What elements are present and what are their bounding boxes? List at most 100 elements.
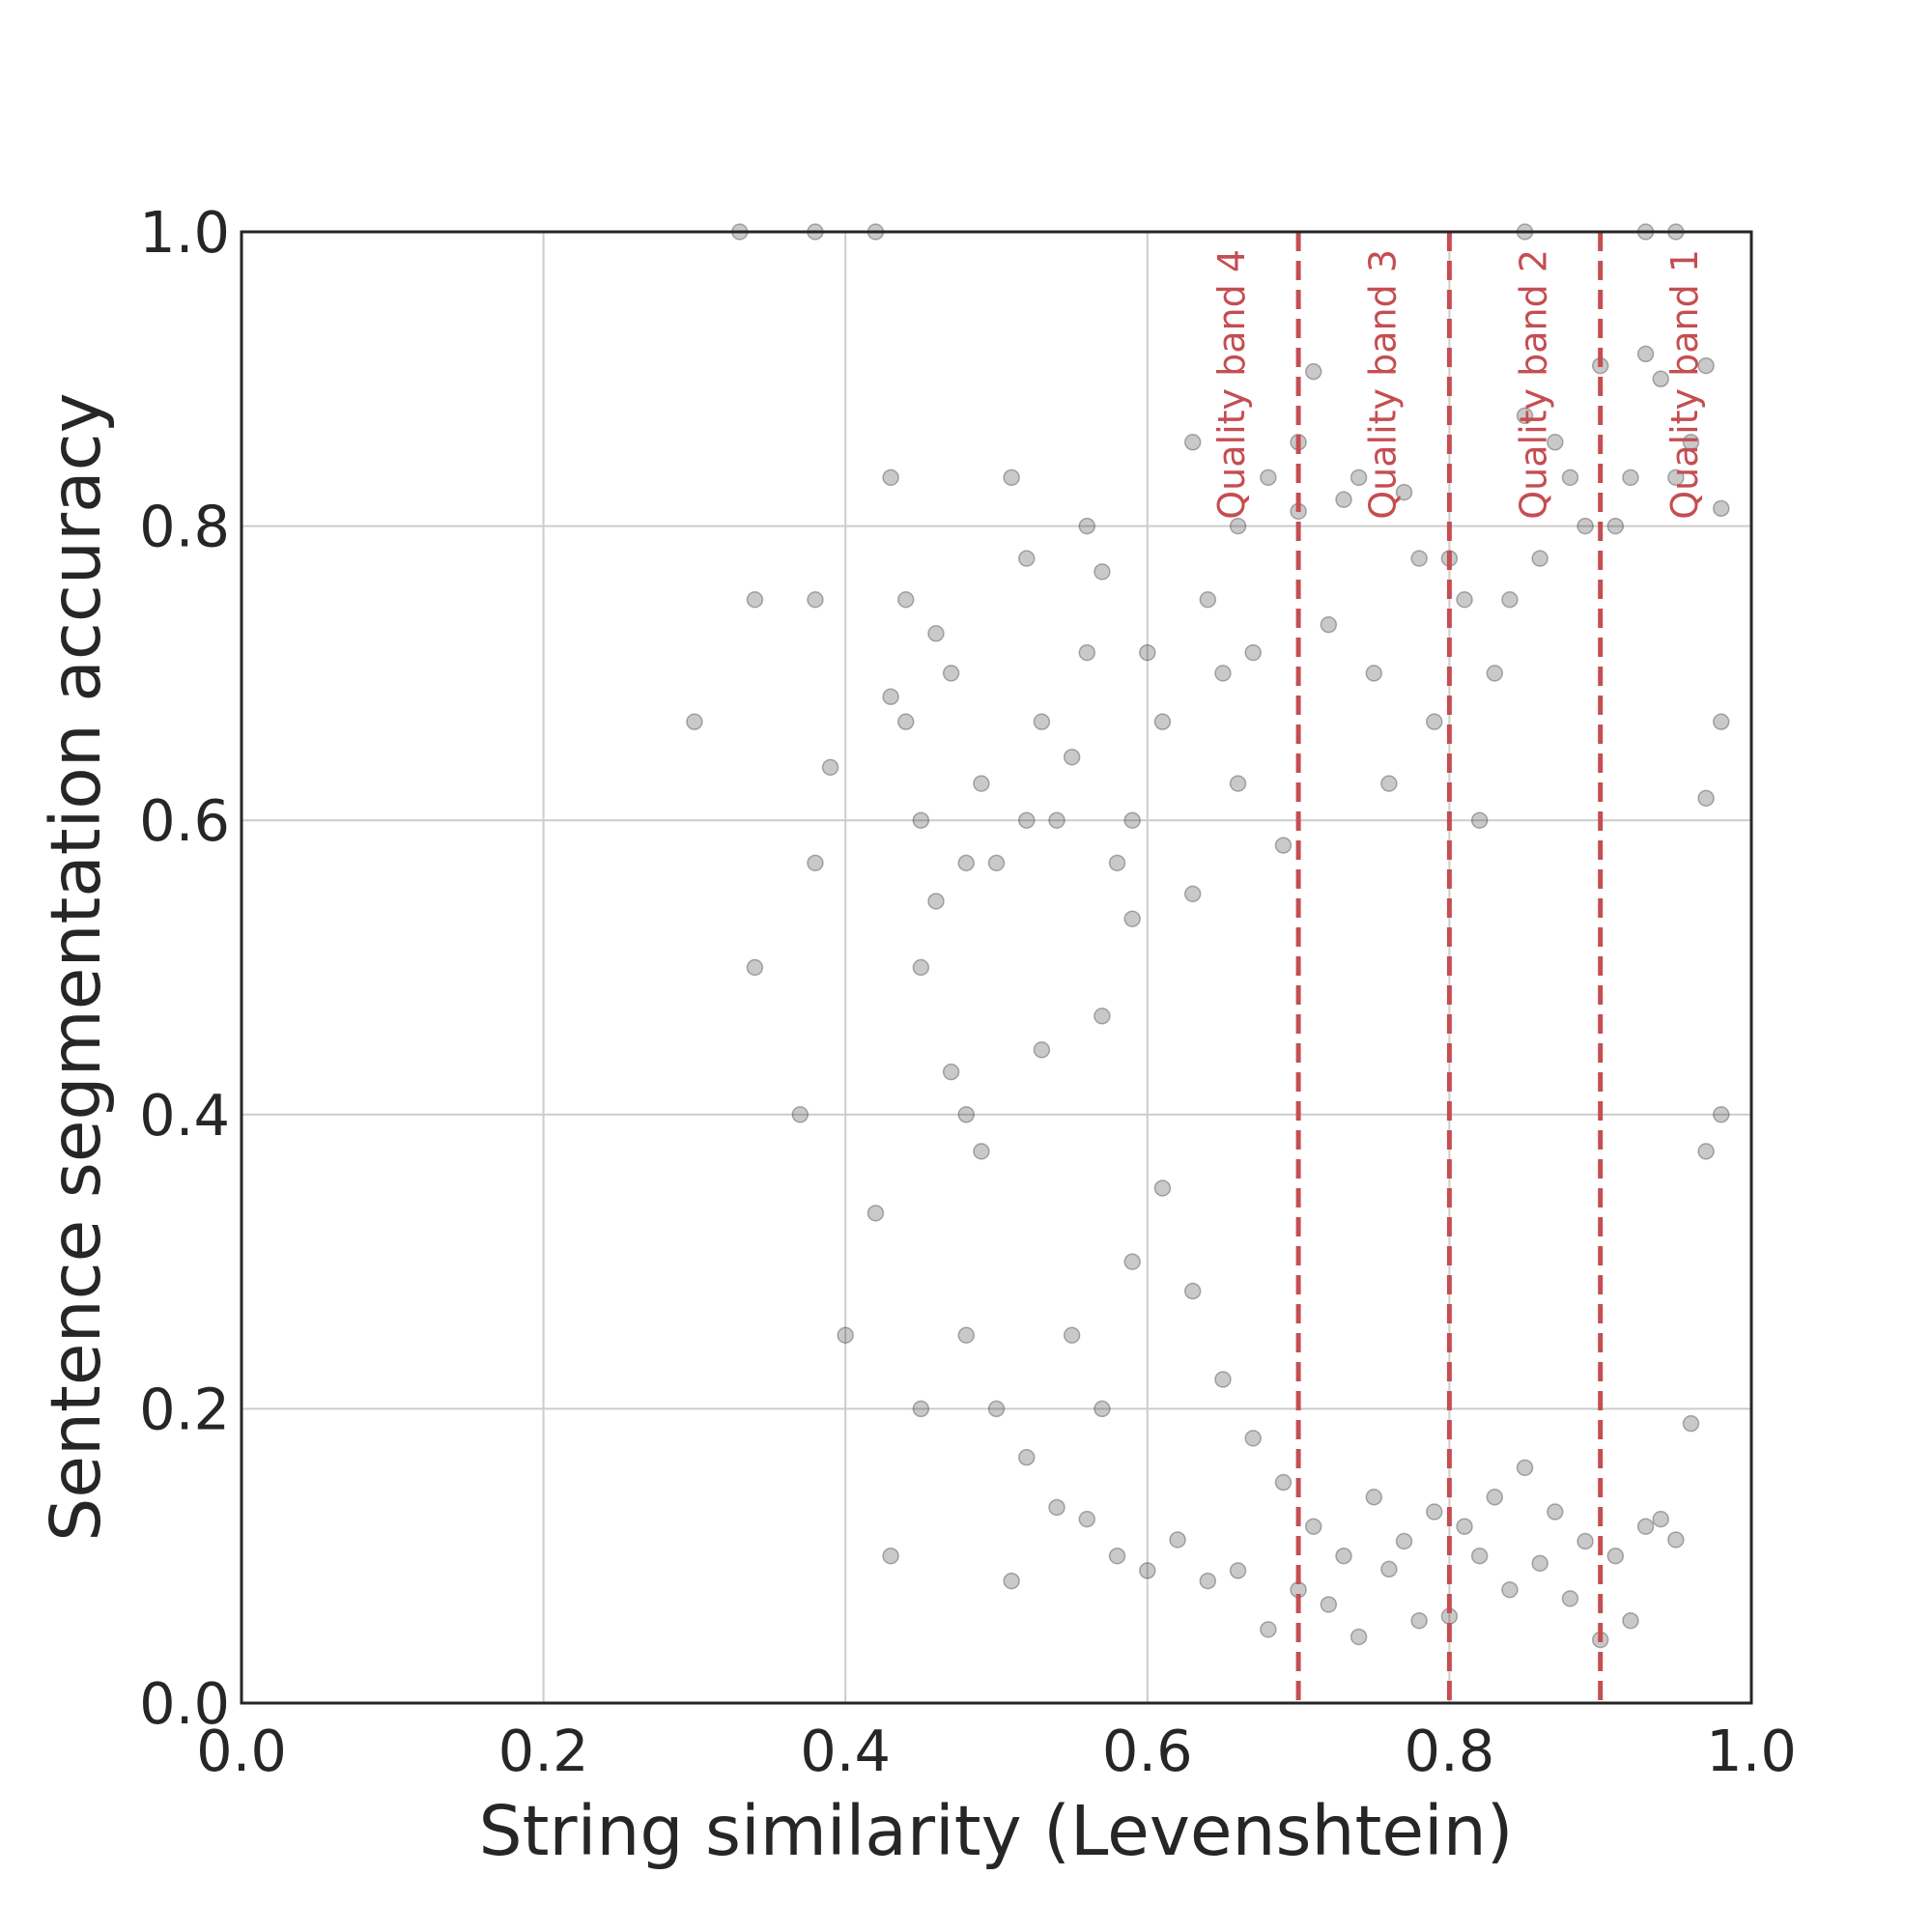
data-point: [896, 713, 915, 730]
data-point: [1682, 434, 1700, 451]
data-point: [1153, 713, 1172, 730]
data-point: [1577, 1532, 1594, 1550]
data-point: [1531, 550, 1548, 567]
tick-labels: 0.0 0.2 0.4 0.6 0.8 1.0 0.0 0.2 0.4 0.6 0.8 1.0: [139, 199, 1797, 1784]
data-point: [1229, 517, 1247, 535]
y-tick-label: 0.6: [139, 787, 230, 854]
data-point: [1094, 563, 1111, 581]
data-point: [1048, 811, 1065, 829]
data-point: [1063, 1326, 1081, 1344]
data-point: [1682, 1414, 1700, 1433]
data-point: [1410, 550, 1428, 567]
data-point: [1169, 1531, 1186, 1548]
data-point: [1183, 434, 1202, 451]
data-point: [912, 1400, 930, 1418]
data-point: [1094, 1008, 1111, 1025]
data-point: [746, 958, 764, 977]
data-point: [1470, 811, 1489, 829]
data-point: [1244, 643, 1262, 662]
data-point: [957, 854, 975, 872]
data-point: [1712, 499, 1730, 518]
data-point: [957, 1326, 975, 1344]
x-tick-label: 0.0: [196, 1718, 287, 1784]
data-point: [1365, 665, 1382, 682]
data-point: [1547, 434, 1564, 451]
data-point: [942, 665, 960, 682]
data-point: [1365, 1489, 1382, 1506]
data-point: [1274, 837, 1293, 854]
data-point: [1139, 1562, 1156, 1579]
data-point: [791, 1106, 810, 1123]
data-point: [1304, 1518, 1322, 1535]
data-point: [821, 758, 839, 777]
data-point: [1516, 1459, 1534, 1477]
data-point: [1123, 910, 1141, 927]
quality-band-thresholds: Quality band 4 Quality band 3 Quality band…: [1210, 232, 1706, 1703]
data-point: [1320, 1596, 1338, 1613]
data-point: [1199, 1572, 1217, 1590]
data-point: [957, 1106, 975, 1123]
data-point: [837, 1326, 854, 1344]
data-point: [912, 958, 930, 977]
y-tick-label: 0.4: [139, 1082, 230, 1149]
data-point: [1229, 775, 1247, 792]
data-point: [1214, 1371, 1232, 1388]
quality-band-label: Quality band 2: [1513, 249, 1555, 520]
data-point: [1380, 775, 1398, 792]
data-point: [973, 1143, 990, 1160]
data-point: [1078, 1510, 1096, 1528]
x-tick-label: 1.0: [1706, 1718, 1797, 1784]
data-point: [882, 1547, 899, 1565]
data-point: [1561, 1590, 1579, 1607]
data-point: [1531, 1554, 1548, 1573]
data-point: [1622, 469, 1639, 487]
data-point: [1456, 591, 1473, 609]
data-point: [1260, 469, 1277, 487]
data-point: [882, 688, 899, 706]
data-point: [1139, 643, 1156, 662]
data-point: [882, 469, 899, 487]
data-point: [1456, 1518, 1473, 1535]
data-point: [1003, 1572, 1020, 1590]
data-point: [1395, 1532, 1413, 1550]
data-point: [1335, 491, 1352, 508]
data-point: [807, 591, 824, 609]
data-point: [1350, 1628, 1368, 1646]
x-tick-label: 0.4: [800, 1718, 891, 1784]
data-point: [1199, 591, 1217, 609]
data-point: [1350, 469, 1368, 487]
data-point: [1667, 1531, 1685, 1548]
data-point: [1712, 1106, 1730, 1123]
data-point: [1094, 1400, 1111, 1418]
data-point: [1274, 1473, 1293, 1492]
data-point: [1652, 1510, 1669, 1528]
data-point: [1153, 1179, 1172, 1197]
y-tick-label: 0.0: [139, 1670, 230, 1737]
data-point: [927, 893, 945, 910]
data-point: [1304, 362, 1322, 381]
data-point: [1033, 713, 1051, 730]
data-point: [1697, 789, 1715, 808]
data-point: [1470, 1547, 1489, 1565]
x-tick-label: 0.2: [498, 1718, 589, 1784]
data-point: [1063, 748, 1081, 766]
data-point: [1078, 517, 1096, 535]
plot-frame: [240, 230, 1753, 1705]
data-point: [1636, 345, 1655, 363]
data-point: [1606, 1547, 1625, 1565]
data-point: [987, 854, 1006, 872]
data-point: [746, 591, 764, 609]
data-point: [1516, 407, 1534, 425]
data-point: [686, 713, 703, 730]
y-axis-title: Sentence segmentation accuracy: [36, 392, 116, 1541]
data-point: [1214, 665, 1232, 682]
data-point: [896, 591, 915, 609]
data-point: [1244, 1430, 1262, 1447]
data-point: [1426, 713, 1443, 730]
y-tick-label: 0.2: [139, 1376, 230, 1442]
data-point: [1606, 517, 1625, 535]
data-point: [1561, 469, 1579, 487]
data-point: [1667, 469, 1685, 487]
data-point: [1229, 1562, 1247, 1579]
data-point: [1652, 370, 1669, 388]
